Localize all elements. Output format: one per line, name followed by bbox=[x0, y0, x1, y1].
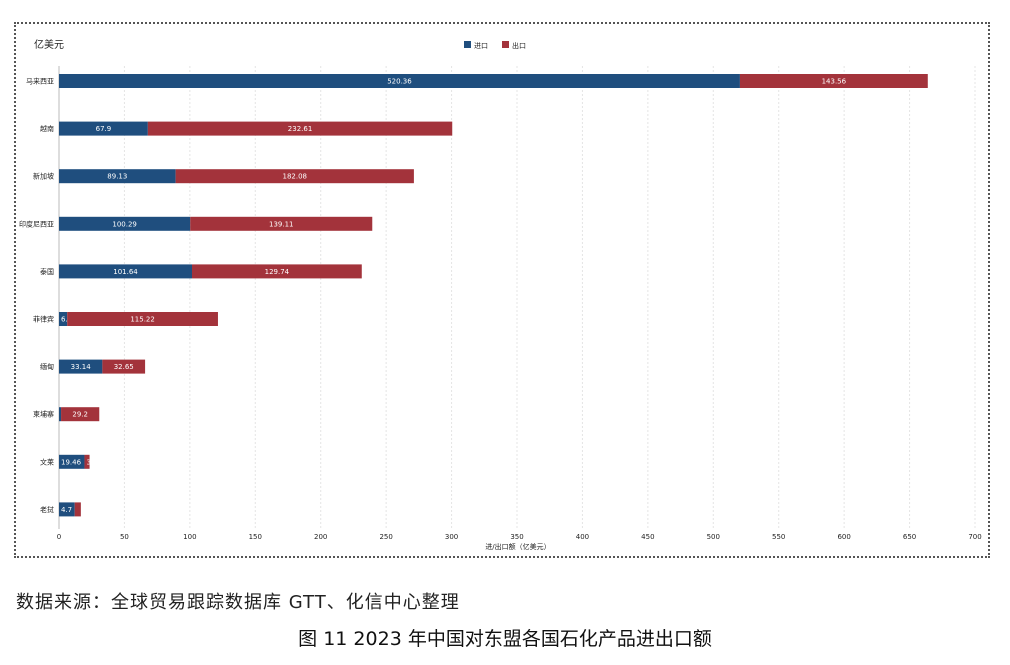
data-label-0-4: 101.64 bbox=[113, 268, 138, 276]
chart-frame: 亿美元 进口 出口 520.36 143.56 67.9 232.61 89.13 182.… bbox=[14, 22, 990, 558]
x-tick-600: 600 bbox=[837, 533, 850, 541]
data-label-1-7: 29.2 bbox=[72, 411, 88, 419]
bar-0-9 bbox=[59, 502, 75, 517]
legend-label-0: 进口 bbox=[474, 42, 488, 50]
data-label-0-3: 100.29 bbox=[112, 220, 137, 228]
x-tick-50: 50 bbox=[120, 533, 129, 541]
category-label-8: 文莱 bbox=[40, 457, 54, 466]
bar-1-4 bbox=[192, 264, 362, 279]
x-tick-500: 500 bbox=[707, 533, 720, 541]
category-label-1: 越南 bbox=[40, 124, 54, 133]
data-label-0-0: 520.36 bbox=[387, 78, 412, 86]
bar-0-7 bbox=[59, 407, 62, 422]
category-label-9: 老挝 bbox=[40, 505, 54, 514]
bar-chart: 亿美元 进口 出口 520.36 143.56 67.9 232.61 89.13 182.… bbox=[19, 38, 982, 551]
data-label-0-9: 4.7 bbox=[61, 506, 72, 514]
bar-1-0 bbox=[739, 74, 928, 88]
bar-1-3 bbox=[190, 216, 373, 231]
unit-label: 亿美元 bbox=[34, 38, 64, 51]
bar-0-5 bbox=[59, 312, 68, 326]
x-tick-350: 350 bbox=[510, 533, 523, 541]
data-label-1-3: 139.11 bbox=[269, 220, 294, 228]
bar-1-1 bbox=[147, 121, 453, 136]
bar-0-6 bbox=[59, 359, 103, 374]
bar-0-4 bbox=[59, 264, 193, 279]
category-label-6: 缅甸 bbox=[40, 362, 54, 371]
x-tick-650: 650 bbox=[903, 533, 916, 541]
source-note: 数据来源：全球贸易跟踪数据库 GTT、化信中心整理 bbox=[16, 592, 460, 613]
x-tick-100: 100 bbox=[183, 533, 196, 541]
bar-0-2 bbox=[59, 169, 176, 184]
bar-0-3 bbox=[59, 216, 191, 231]
bar-0-0 bbox=[59, 74, 740, 88]
category-label-4: 泰国 bbox=[40, 267, 54, 276]
legend-swatch-0 bbox=[464, 41, 471, 48]
bar-0-8 bbox=[59, 454, 85, 469]
x-tick-450: 450 bbox=[641, 533, 654, 541]
data-label-1-0: 143.56 bbox=[822, 78, 847, 86]
bars: 520.36 143.56 67.9 232.61 89.13 182.08 100.29 1… bbox=[59, 74, 928, 517]
bar-1-6 bbox=[102, 359, 146, 374]
data-label-1-5: 115.22 bbox=[130, 316, 155, 324]
data-label-1-4: 129.74 bbox=[265, 268, 290, 276]
grid bbox=[58, 66, 976, 529]
x-tick-150: 150 bbox=[249, 533, 262, 541]
category-label-3: 印度尼西亚 bbox=[19, 219, 54, 228]
bar-1-5 bbox=[67, 312, 218, 326]
x-tick-700: 700 bbox=[968, 533, 981, 541]
data-label-0-2: 89.13 bbox=[107, 173, 127, 181]
data-label-1-6: 32.65 bbox=[114, 363, 134, 371]
bar-1-8 bbox=[84, 454, 90, 469]
bar-1-7 bbox=[61, 407, 100, 422]
figure-caption: 图 11 2023 年中国对东盟各国石化产品进出口额 bbox=[298, 628, 712, 650]
data-label-0-6: 33.14 bbox=[71, 363, 92, 371]
data-label-0-1: 67.9 bbox=[96, 125, 112, 133]
data-label-1-8: 3.9 bbox=[86, 458, 97, 466]
bar-0-1 bbox=[59, 121, 148, 136]
x-axis-title: 进/出口额（亿美元） bbox=[485, 542, 550, 551]
x-tick-400: 400 bbox=[576, 533, 589, 541]
x-tick-300: 300 bbox=[445, 533, 458, 541]
category-label-2: 新加坡 bbox=[33, 172, 54, 181]
category-label-0: 马来西亚 bbox=[26, 78, 54, 86]
x-tick-200: 200 bbox=[314, 533, 327, 541]
bar-1-2 bbox=[175, 169, 414, 184]
category-label-7: 柬埔寨 bbox=[33, 410, 54, 419]
x-tick-550: 550 bbox=[772, 533, 785, 541]
category-label-5: 菲律宾 bbox=[33, 315, 54, 324]
legend-swatch-1 bbox=[502, 41, 509, 48]
x-tick-250: 250 bbox=[379, 533, 392, 541]
data-label-0-8: 19.46 bbox=[61, 458, 82, 466]
x-tick-0: 0 bbox=[57, 533, 61, 541]
bar-1-9 bbox=[74, 502, 81, 517]
data-label-1-1: 232.61 bbox=[288, 125, 313, 133]
legend-label-1: 出口 bbox=[512, 41, 526, 50]
x-tick-labels: 0 50 100 150 200 250 300 350 400 450 500 550 600 650 7… bbox=[57, 533, 982, 541]
data-label-1-2: 182.08 bbox=[283, 173, 308, 181]
legend: 进口 出口 bbox=[464, 41, 526, 50]
